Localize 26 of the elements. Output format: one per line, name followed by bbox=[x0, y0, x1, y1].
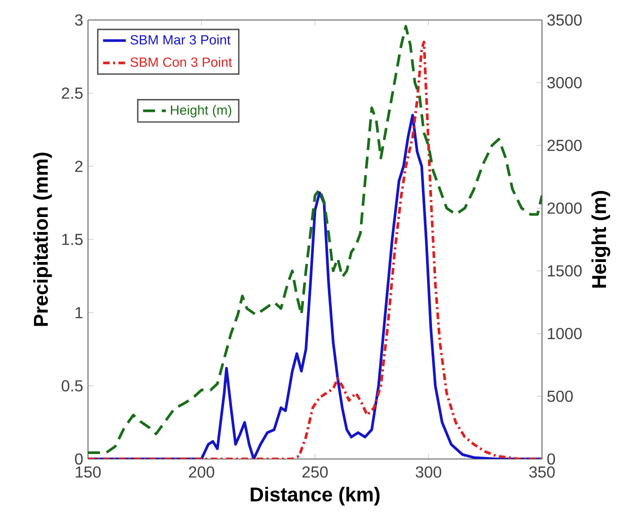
y2-tick-label: 3500 bbox=[547, 14, 582, 26]
x-tick-label: 300 bbox=[416, 466, 442, 478]
y-tick-label: 1.5 bbox=[62, 234, 83, 246]
y2-tick-label: 500 bbox=[547, 390, 573, 402]
x-tick-label: 250 bbox=[302, 466, 328, 478]
y2-tick-label: 3000 bbox=[547, 77, 582, 88]
y2-tick-label: 2000 bbox=[548, 202, 582, 214]
legend-label: Height (m) bbox=[170, 105, 232, 118]
y2-tick-label: 1500 bbox=[548, 265, 582, 276]
legend-label: SBM Mar 3 Point bbox=[130, 34, 231, 45]
y-axis-title: Precipitation (mm) bbox=[33, 152, 52, 326]
x-tick-label: 150 bbox=[76, 466, 101, 478]
y-tick-label: 2 bbox=[75, 160, 82, 172]
x-tick-label: 200 bbox=[188, 466, 214, 478]
y2-tick-label: 2500 bbox=[548, 140, 582, 152]
y-tick-label: 1 bbox=[76, 307, 83, 318]
x-axis-title: Distance (km) bbox=[250, 486, 380, 506]
y2-axis-title: Height (m) bbox=[591, 191, 610, 288]
y2-tick-label: 1000 bbox=[548, 328, 582, 340]
y-tick-label: 0.5 bbox=[62, 380, 83, 392]
x-tick-label: 350 bbox=[529, 466, 555, 478]
y-tick-label: 0 bbox=[75, 453, 83, 465]
legend-label: SBM Con 3 Point bbox=[130, 57, 232, 67]
y2-tick-label: 0 bbox=[547, 453, 555, 465]
y-tick-label: 2.5 bbox=[62, 88, 83, 99]
y-tick-label: 3 bbox=[75, 14, 83, 26]
